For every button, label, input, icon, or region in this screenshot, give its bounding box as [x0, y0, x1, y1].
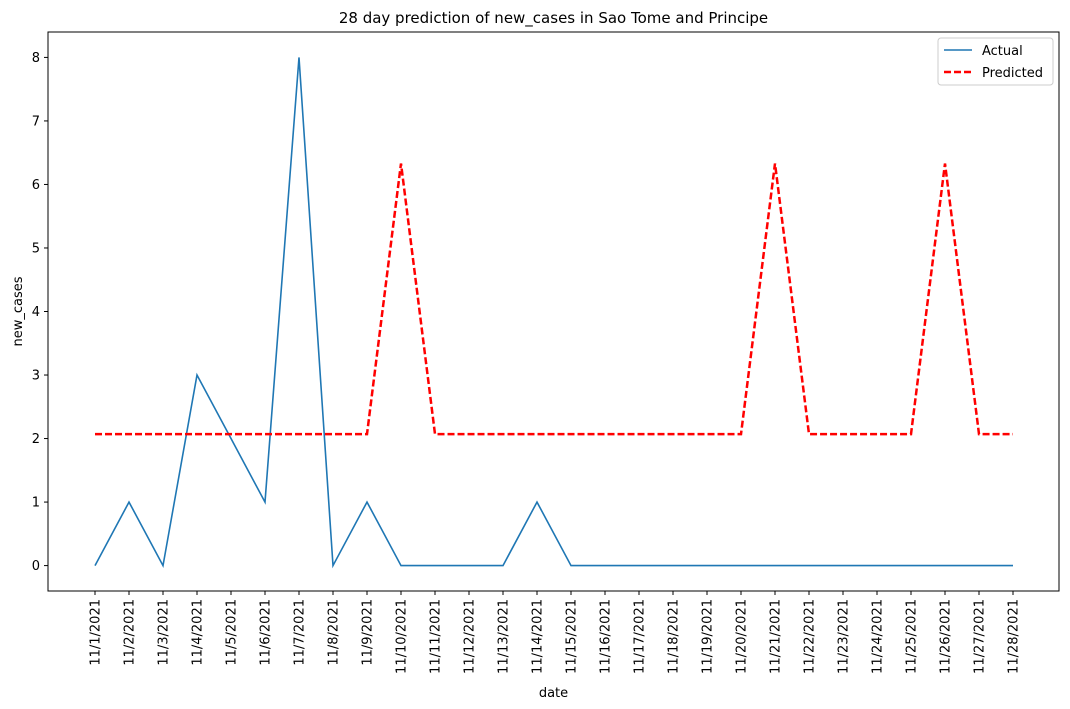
x-tick-label: 11/23/2021	[837, 599, 852, 674]
x-tick-label: 11/2/2021	[123, 599, 138, 666]
x-tick-label: 11/27/2021	[973, 599, 988, 674]
x-tick-label: 11/19/2021	[701, 599, 716, 674]
x-tick-label: 11/1/2021	[89, 599, 104, 666]
x-tick-label: 11/17/2021	[633, 599, 648, 674]
x-tick-label: 11/4/2021	[191, 599, 206, 666]
chart-title: 28 day prediction of new_cases in Sao To…	[339, 9, 768, 28]
x-tick-label: 11/28/2021	[1007, 599, 1022, 674]
x-tick-label: 11/15/2021	[565, 599, 580, 674]
y-tick-label: 5	[32, 241, 40, 256]
x-tick-label: 11/13/2021	[497, 599, 512, 674]
x-axis-label: date	[539, 686, 568, 701]
y-tick-label: 7	[32, 114, 40, 129]
legend: Actual Predicted	[937, 37, 1054, 86]
x-tick-label: 11/14/2021	[531, 599, 546, 674]
x-tick-label: 11/25/2021	[905, 599, 920, 674]
x-tick-label: 11/10/2021	[395, 599, 410, 674]
legend-label-predicted: Predicted	[982, 66, 1043, 81]
y-tick-label: 4	[32, 305, 40, 320]
x-tick-label: 11/9/2021	[361, 599, 376, 666]
x-tick-label: 11/18/2021	[667, 599, 682, 674]
x-tick-label: 11/11/2021	[429, 599, 444, 674]
x-tick-label: 11/20/2021	[735, 599, 750, 674]
x-axis: 11/1/2021 11/2/2021 11/3/2021 11/4/2021 11/5…	[89, 591, 1022, 674]
x-tick-label: 11/3/2021	[157, 599, 172, 666]
x-tick-label: 11/21/2021	[769, 599, 784, 674]
series-line-actual	[94, 57, 1013, 569]
y-tick-label: 0	[32, 559, 40, 574]
x-tick-label: 11/7/2021	[293, 599, 308, 666]
x-tick-label: 11/12/2021	[463, 599, 478, 674]
y-axis-label: new_cases	[11, 276, 26, 346]
y-axis: 0 1 2 3 4 5 6 7 8	[32, 51, 48, 574]
x-tick-label: 11/26/2021	[939, 599, 954, 674]
x-tick-label: 11/22/2021	[803, 599, 818, 674]
series-layer	[94, 57, 1013, 569]
x-tick-label: 11/24/2021	[871, 599, 886, 674]
x-tick-label: 11/8/2021	[327, 599, 342, 666]
legend-label-actual: Actual	[982, 44, 1023, 59]
y-tick-label: 2	[32, 432, 40, 447]
x-tick-label: 11/6/2021	[259, 599, 274, 666]
y-tick-label: 8	[32, 51, 40, 66]
y-tick-label: 1	[32, 496, 40, 511]
series-line-predicted	[95, 163, 1013, 436]
y-tick-label: 6	[32, 178, 40, 193]
y-tick-label: 3	[32, 369, 40, 384]
x-tick-label: 11/5/2021	[225, 599, 240, 666]
x-tick-label: 11/16/2021	[599, 599, 614, 674]
